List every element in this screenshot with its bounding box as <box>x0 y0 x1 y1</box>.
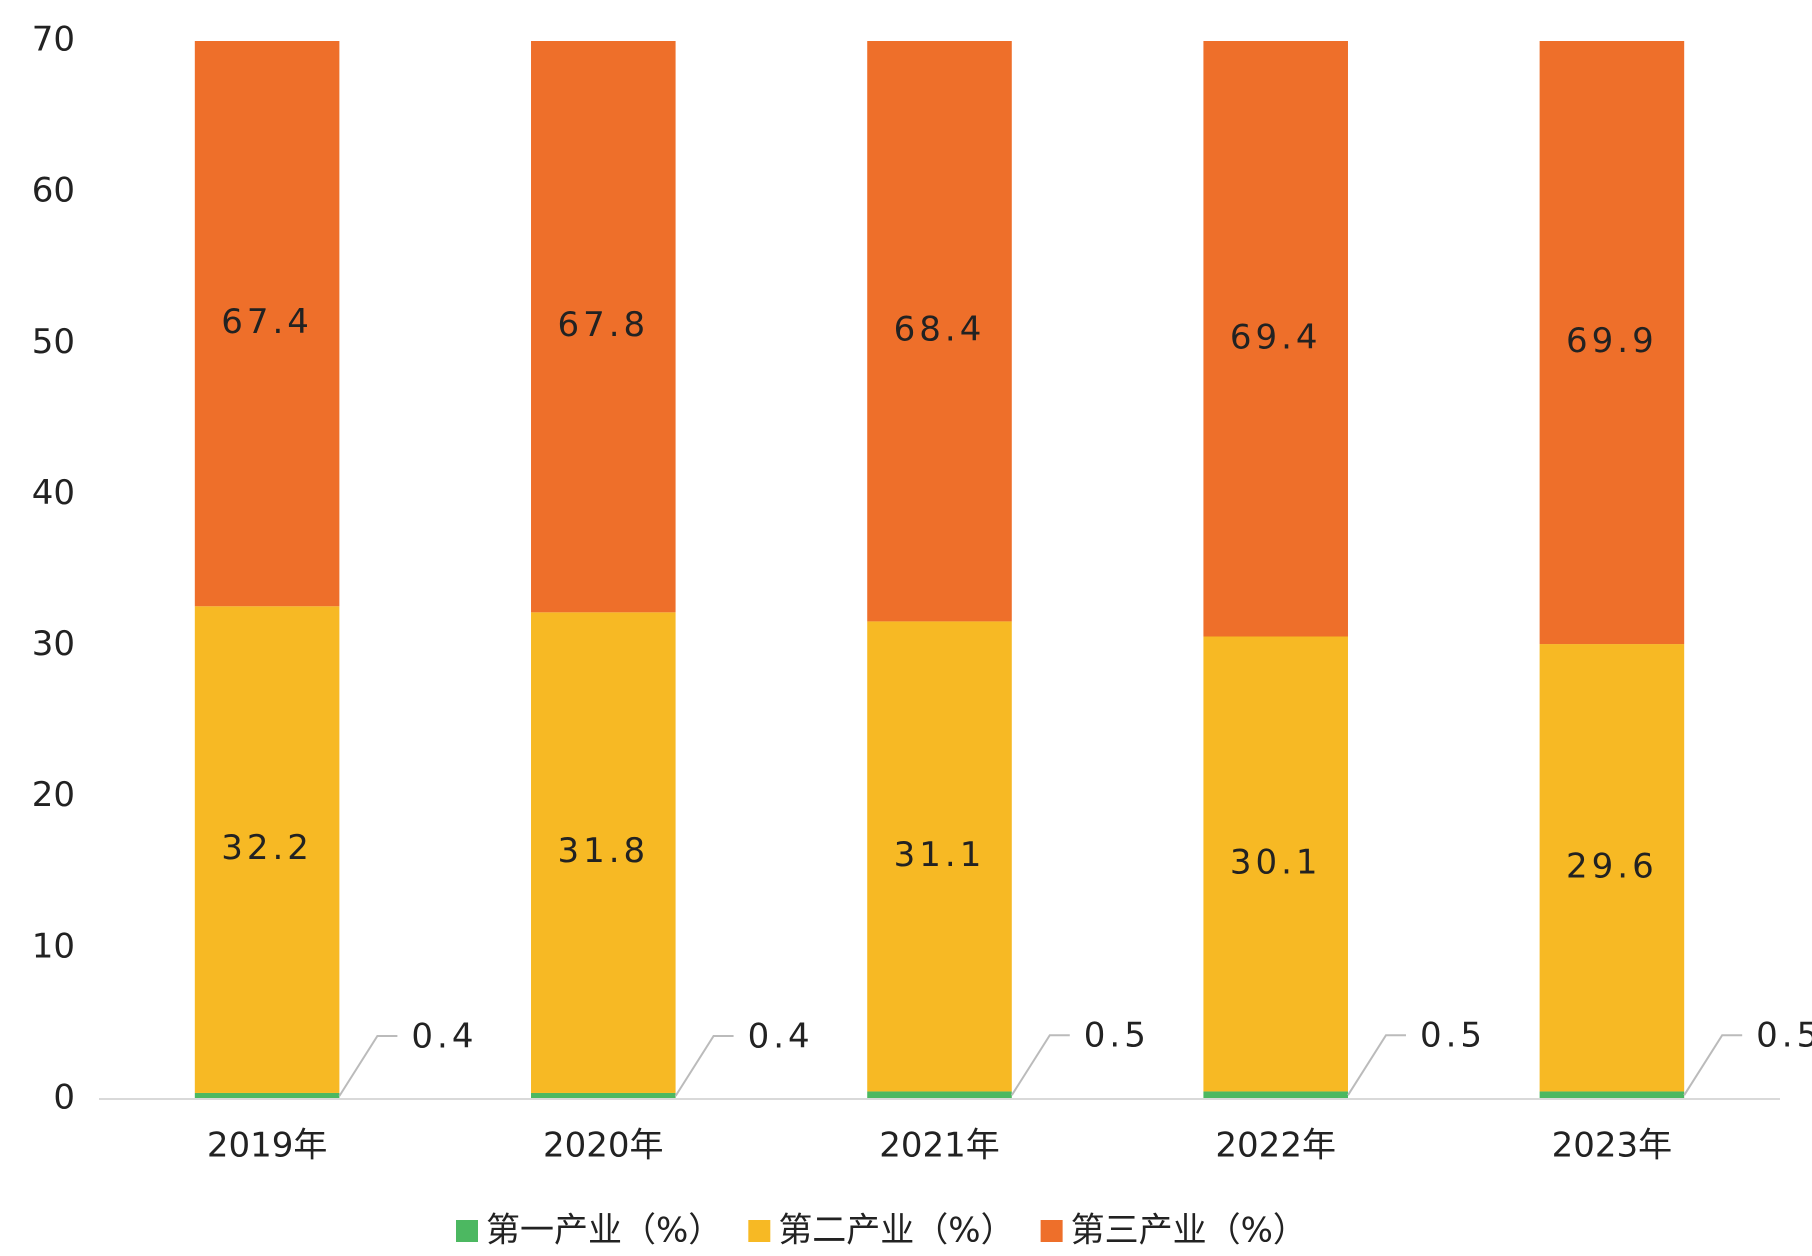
data-label: 68.4 <box>894 310 986 350</box>
data-label: 67.4 <box>221 302 313 342</box>
bar-segment <box>531 41 676 613</box>
bar-segment <box>1539 41 1685 645</box>
y-tick-label: 40 <box>32 473 75 513</box>
bar-segment <box>1539 1091 1685 1099</box>
y-tick-label: 10 <box>32 926 75 966</box>
bar-segment <box>867 621 1012 1092</box>
bar-segment <box>867 1091 1012 1099</box>
legend-swatch <box>1040 1220 1063 1242</box>
y-tick-label: 50 <box>32 322 75 362</box>
data-label: 67.8 <box>557 305 649 345</box>
data-label: 31.8 <box>557 831 649 871</box>
legend-label: 第一产业（%） <box>486 1211 722 1251</box>
data-label: 0.5 <box>1420 1016 1486 1056</box>
data-label: 0.5 <box>1756 1016 1812 1056</box>
bar-segment <box>867 41 1012 622</box>
data-label: 69.4 <box>1230 317 1322 357</box>
legend-swatch <box>748 1220 771 1242</box>
leader-line <box>1347 1034 1406 1096</box>
bar-segment <box>194 41 340 607</box>
data-label: 0.4 <box>748 1016 814 1056</box>
bar-segment <box>1203 1091 1348 1099</box>
bar-segment <box>1203 636 1348 1092</box>
legend-label: 第二产业（%） <box>778 1211 1014 1251</box>
x-tick-label: 2021年 <box>879 1126 1000 1166</box>
legend-label: 第三产业（%） <box>1071 1211 1307 1251</box>
plot-area <box>194 41 1685 1099</box>
data-label: 32.2 <box>221 828 313 868</box>
data-label: 0.5 <box>1084 1016 1150 1056</box>
x-tick-label: 2019年 <box>207 1126 328 1166</box>
bar-segment <box>531 1092 676 1099</box>
legend-swatch <box>456 1220 478 1242</box>
leader-line <box>338 1034 398 1097</box>
leader-line <box>1010 1034 1070 1096</box>
bar-segment <box>531 612 676 1093</box>
data-label: 30.1 <box>1230 842 1322 882</box>
data-label: 69.9 <box>1566 321 1658 361</box>
bar-segment <box>194 606 340 1093</box>
y-tick-label: 30 <box>32 624 75 664</box>
leader-line <box>1683 1034 1743 1096</box>
leader-line <box>674 1034 734 1097</box>
x-tick-label: 2022年 <box>1215 1126 1336 1166</box>
bar-segment <box>1539 644 1685 1092</box>
x-tick-label: 2020年 <box>543 1126 664 1166</box>
data-label: 29.6 <box>1566 846 1658 886</box>
bar-segment <box>1203 41 1348 637</box>
bar-segment <box>194 1092 340 1099</box>
data-label: 31.1 <box>894 835 986 875</box>
y-tick-label: 70 <box>32 20 75 60</box>
x-tick-label: 2023年 <box>1552 1126 1673 1166</box>
data-label: 0.4 <box>411 1016 477 1056</box>
y-tick-label: 0 <box>53 1078 75 1118</box>
y-tick-label: 20 <box>32 775 75 815</box>
y-tick-label: 60 <box>32 171 75 211</box>
